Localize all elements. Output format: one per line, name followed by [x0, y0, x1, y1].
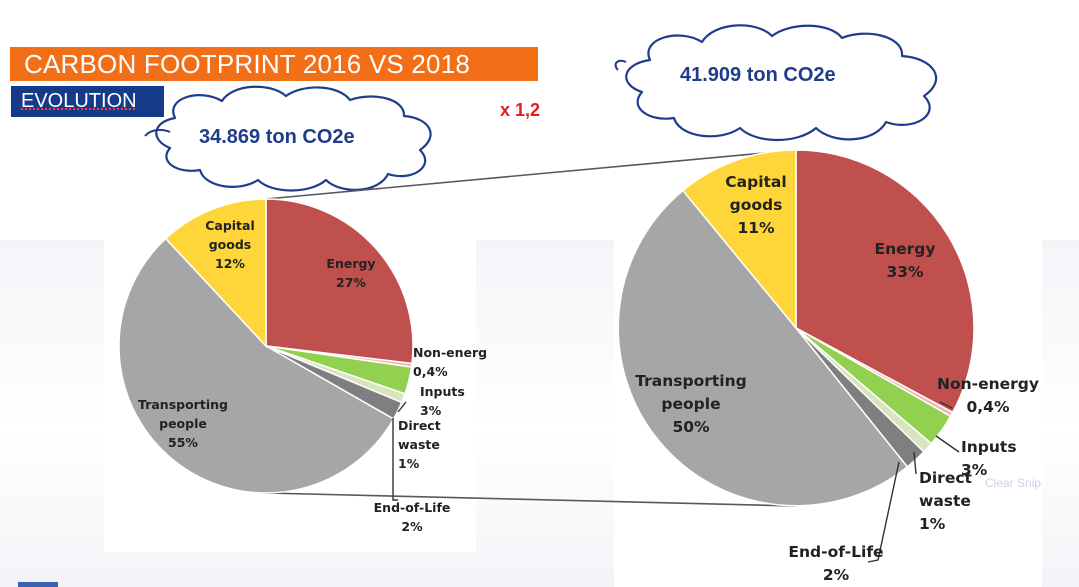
- zoom-connector-bottom: [265, 492, 797, 507]
- data-label-line: Transporting: [138, 397, 228, 412]
- data-label-line: 55%: [168, 435, 198, 450]
- data-label-line: End-of-Life: [374, 500, 451, 515]
- data-label-line: 3%: [961, 461, 988, 479]
- data-label-line: Transporting: [635, 372, 746, 390]
- pie-slice-energy: [265, 198, 414, 365]
- data-label-inputs: Inputs 3%: [961, 438, 1017, 479]
- zoom-connector-top: [265, 149, 797, 200]
- data-label-line: Inputs: [961, 438, 1017, 456]
- data-label-line: goods: [209, 237, 252, 252]
- pie-chart-2018: Energy 33% Non-energy 0,4% Inputs 3%Direct was…: [617, 149, 1039, 584]
- left-cloud-shape: [155, 85, 432, 192]
- data-label-line: 0,4%: [967, 398, 1010, 416]
- data-label-line: 2%: [823, 566, 850, 584]
- data-label-line: 33%: [886, 263, 924, 281]
- leader-line-direct-waste: [397, 401, 407, 413]
- data-label-line: 11%: [737, 219, 775, 237]
- leader-line-end-of-life: [867, 461, 900, 563]
- data-label-transporting-people: Transporting people 55%: [138, 397, 228, 450]
- data-label-inputs: Inputs 3%: [420, 384, 465, 418]
- data-label-line: people: [159, 416, 207, 431]
- data-label-line: 50%: [672, 418, 710, 436]
- leader-line-end-of-life: [392, 418, 398, 501]
- leader-line-direct-waste: [913, 451, 917, 475]
- slide-subtitle: EVOLUTION: [11, 86, 164, 117]
- data-label-capital-goods: Capital goods 12%: [205, 218, 255, 271]
- data-label-line: Direct: [919, 469, 973, 487]
- data-label-line: waste: [919, 492, 971, 510]
- leader-line-non-energy: [939, 401, 953, 409]
- data-label-line: 0,4%: [413, 364, 448, 379]
- slide-title: CARBON FOOTPRINT 2016 VS 2018: [10, 47, 538, 81]
- data-label-non-energy: Non-energ 0,4%: [413, 345, 487, 379]
- left-cloud-label: 34.869 ton CO2e: [199, 126, 355, 148]
- data-label-line: Energy: [875, 240, 936, 258]
- data-label-end-of-life: End-of-Life 2%: [374, 500, 451, 534]
- data-label-direct-waste: Direct waste 1%: [919, 469, 973, 533]
- data-label-transporting-people: Transporting people 50%: [635, 372, 746, 436]
- data-label-line: Non-energy: [937, 375, 1039, 393]
- data-label-end-of-life: End-of-Life 2%: [788, 543, 883, 584]
- data-label-line: Capital: [205, 218, 255, 233]
- data-label-line: 1%: [398, 456, 420, 471]
- data-label-capital-goods: Capital goods 11%: [725, 173, 786, 237]
- growth-factor: x 1,2: [500, 100, 541, 120]
- left-cloud-tail: [144, 128, 171, 137]
- right-cloud-shape: [625, 24, 937, 142]
- data-label-line: goods: [730, 196, 783, 214]
- slide-corner-decoration: [18, 582, 58, 587]
- leader-line-inputs: [935, 435, 960, 453]
- data-label-non-energy: Non-energy 0,4%: [937, 375, 1039, 416]
- data-label-line: Energy: [326, 256, 375, 271]
- subtitle-text: EVOLUTION: [21, 90, 137, 112]
- pie-slice-capital-goods: [681, 149, 797, 331]
- data-label-energy: Energy 33%: [875, 240, 936, 281]
- data-label-line: 2%: [401, 519, 423, 534]
- data-label-line: Capital: [725, 173, 786, 191]
- data-label-line: Direct: [398, 418, 441, 433]
- right-cloud-tail: [614, 59, 627, 71]
- data-label-line: 3%: [420, 403, 442, 418]
- right-cloud-label: 41.909 ton CO2e: [680, 64, 836, 86]
- pie-slice-transporting-people: [617, 189, 909, 507]
- pie-slice-capital-goods: [164, 198, 267, 348]
- data-label-line: people: [661, 395, 720, 413]
- data-label-line: 27%: [336, 275, 366, 290]
- data-label-energy: Energy 27%: [326, 256, 375, 290]
- data-label-line: Non-energ: [413, 345, 487, 360]
- pie-slice-energy: [795, 149, 975, 414]
- data-label-line: End-of-Life: [788, 543, 883, 561]
- pie-slice-transporting-people: [118, 237, 395, 494]
- pie-chart-2016: Energy 27% Non-energ 0,4% Inputs 3%Direct wast…: [118, 198, 487, 534]
- data-label-line: Inputs: [420, 384, 465, 399]
- data-label-line: 12%: [215, 256, 245, 271]
- data-label-line: 1%: [919, 515, 946, 533]
- snip-watermark: Clear Snip: [985, 476, 1042, 490]
- data-label-direct-waste: Direct waste 1%: [398, 418, 441, 471]
- data-label-line: waste: [398, 437, 440, 452]
